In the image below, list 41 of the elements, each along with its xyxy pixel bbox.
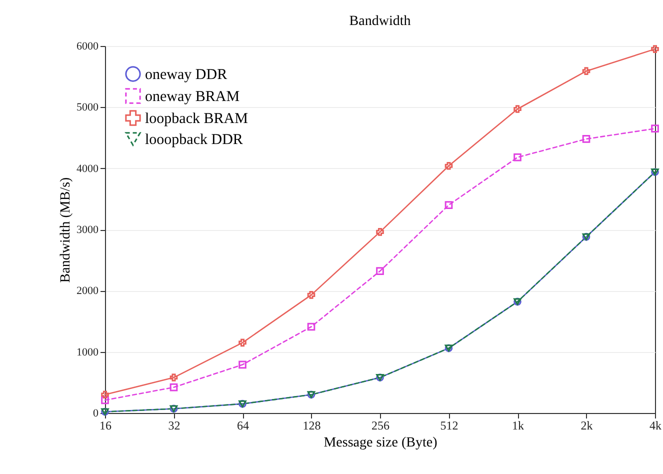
- x-tick-label: 1k: [512, 418, 524, 432]
- x-tick-label: 16: [100, 418, 112, 432]
- legend-label: oneway DDR: [145, 67, 228, 83]
- x-tick-label: 64: [237, 418, 249, 432]
- legend-label: looopback DDR: [145, 132, 243, 148]
- point: [170, 374, 178, 382]
- x-tick-label: 512: [440, 418, 458, 432]
- point: [651, 45, 659, 53]
- point: [376, 267, 384, 276]
- x-tick-label: 32: [168, 418, 180, 432]
- chart-title: Bandwidth: [349, 14, 411, 29]
- x-tick-label: 4k: [650, 418, 662, 432]
- y-tick-label: 1000: [76, 346, 99, 358]
- x-axis-title: Message size (Byte): [324, 436, 438, 450]
- x-tick-label: 2k: [580, 418, 593, 432]
- point: [101, 396, 109, 404]
- point: [307, 291, 316, 299]
- point: [444, 201, 453, 209]
- legend-label: loopback BRAM: [145, 111, 248, 127]
- point: [514, 153, 522, 162]
- point: [376, 228, 384, 236]
- point: [101, 390, 109, 399]
- point: [444, 162, 453, 170]
- legend-label: oneway BRAM: [145, 89, 240, 105]
- x-tick-label: 128: [302, 418, 321, 432]
- y-tick-label: 6000: [76, 40, 99, 52]
- y-tick-label: 5000: [76, 102, 99, 114]
- point: [238, 338, 246, 347]
- point: [307, 322, 316, 331]
- point: [582, 135, 590, 143]
- y-tick-label: 3000: [76, 224, 99, 236]
- y-tick-label: 4000: [76, 162, 99, 175]
- point: [651, 124, 659, 132]
- y-tick-label: 2000: [76, 285, 99, 298]
- point: [238, 360, 246, 369]
- y-tick-label: 0: [93, 408, 99, 420]
- y-axis-title: Bandwidth (MB/s): [58, 176, 74, 283]
- point: [582, 67, 590, 75]
- point: [170, 383, 178, 392]
- point: [514, 105, 522, 113]
- x-tick-label: 256: [372, 418, 390, 432]
